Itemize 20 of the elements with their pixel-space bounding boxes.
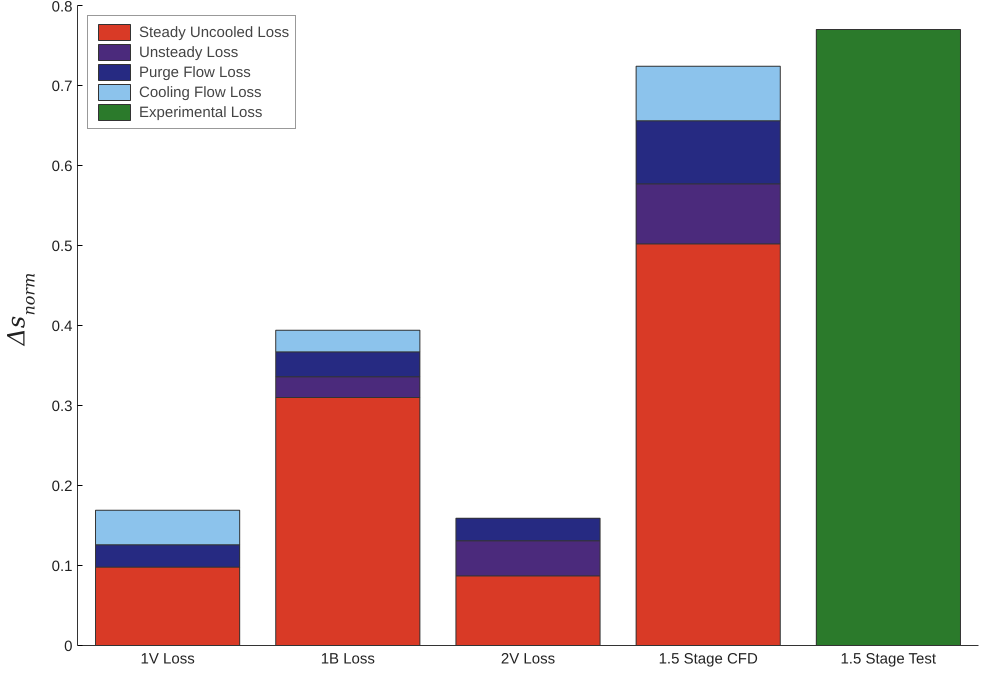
- x-tick-label: 1B Loss: [320, 650, 375, 668]
- x-tick-label: 1.5 Stage CFD: [658, 650, 758, 668]
- y-axis-title: Δsnorm: [2, 272, 38, 346]
- y-tick-label: 0.8: [52, 0, 73, 16]
- y-tick-label: 0.7: [52, 78, 73, 95]
- legend-label: Cooling Flow Loss: [139, 82, 262, 102]
- y-tick-label: 0.1: [52, 558, 73, 575]
- y-tick-label: 0.6: [52, 158, 73, 175]
- y-tick-label: 0.4: [52, 318, 73, 335]
- legend-label: Unsteady Loss: [139, 42, 238, 62]
- y-tick-label: 0.5: [52, 238, 73, 255]
- y-tick-label: 0.3: [52, 398, 73, 415]
- legend-label: Steady Uncooled Loss: [139, 22, 290, 42]
- x-tick-label: 1.5 Stage Test: [840, 650, 937, 668]
- legend-label: Experimental Loss: [139, 102, 262, 122]
- y-tick-label: 0.2: [52, 478, 73, 495]
- x-tick-label: 2V Loss: [500, 650, 556, 668]
- x-tick-label: 1V Loss: [140, 650, 195, 668]
- legend-label: Purge Flow Loss: [139, 62, 251, 82]
- y-tick-label: 0: [64, 638, 72, 655]
